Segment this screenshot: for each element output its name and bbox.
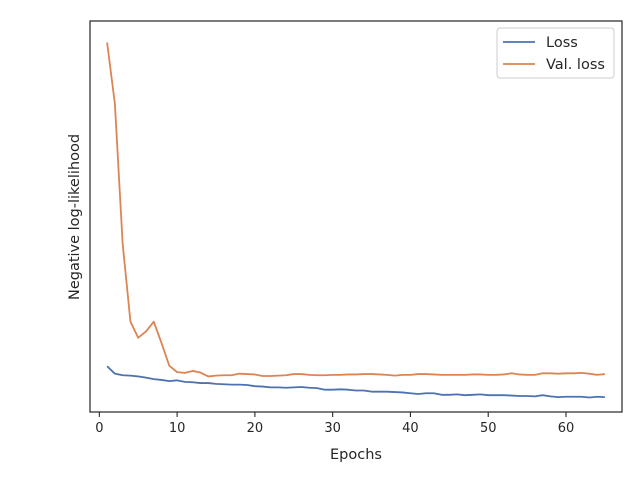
series-line-val-loss (106, 42, 605, 378)
x-tick-label: 20 (247, 421, 264, 436)
legend-label-loss: Loss (546, 35, 578, 51)
x-tick-label: 50 (480, 421, 497, 436)
series-group (106, 42, 605, 399)
x-tick-label: 10 (169, 421, 186, 436)
legend: Loss Val. loss (496, 27, 615, 79)
plot-area (90, 21, 622, 412)
series-line-loss (106, 365, 605, 399)
plot-frame (89, 20, 623, 413)
x-tick-label: 30 (324, 421, 341, 436)
x-tick-label: 40 (402, 421, 419, 436)
y-axis-label: Negative log-likelihood (67, 134, 83, 300)
x-tick-label: 0 (95, 421, 103, 436)
x-tick-label: 60 (558, 421, 575, 436)
x-axis-label: Epochs (330, 447, 382, 463)
x-axis-ticks: 0 10 20 30 40 50 60 (95, 412, 574, 436)
legend-box (496, 27, 615, 79)
legend-label-val-loss: Val. loss (546, 57, 605, 73)
